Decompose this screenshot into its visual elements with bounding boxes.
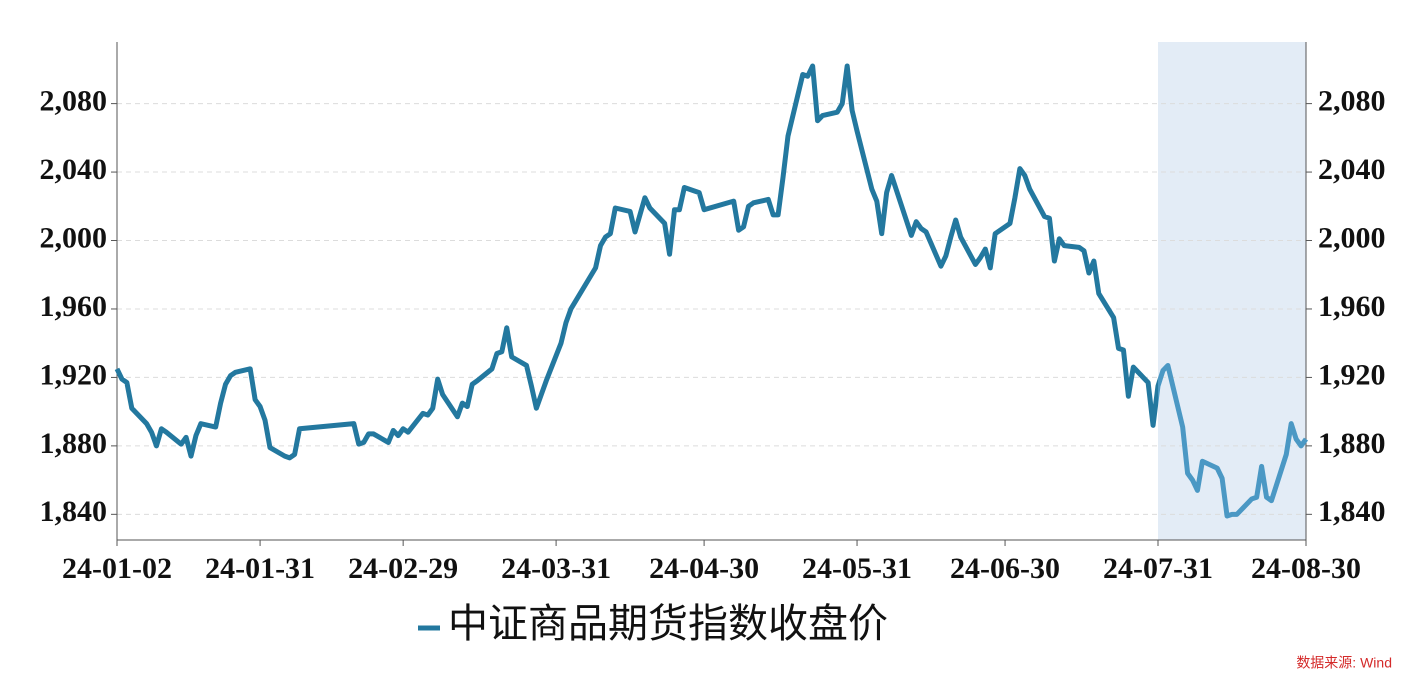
y-tick-label: 1,880 bbox=[40, 427, 108, 460]
legend-label: 中证商品期货指数收盘价 bbox=[448, 601, 888, 646]
x-tick-label: 24-06-30 bbox=[950, 552, 1060, 585]
y-tick-label: 1,960 bbox=[40, 290, 108, 323]
y-tick-label: 1,840 bbox=[40, 495, 108, 528]
y2-tick-label: 2,040 bbox=[1318, 153, 1386, 186]
y2-tick-label: 1,840 bbox=[1318, 495, 1386, 528]
x-tick-label: 24-08-30 bbox=[1251, 552, 1361, 585]
y-tick-label: 2,040 bbox=[40, 153, 108, 186]
highlight-band bbox=[1157, 42, 1306, 540]
x-tick-label: 24-02-29 bbox=[348, 552, 458, 585]
x-tick-label: 24-07-31 bbox=[1103, 552, 1213, 585]
y2-tick-label: 2,000 bbox=[1318, 221, 1386, 254]
x-tick-label: 24-03-31 bbox=[501, 552, 611, 585]
y2-tick-label: 1,960 bbox=[1318, 290, 1386, 323]
x-tick-label: 24-05-31 bbox=[802, 552, 912, 585]
y-tick-label: 2,000 bbox=[40, 221, 108, 254]
y2-tick-label: 2,080 bbox=[1318, 84, 1386, 117]
x-tick-label: 24-01-02 bbox=[62, 552, 172, 585]
source: 数据来源: Wind bbox=[1296, 655, 1392, 671]
line-series bbox=[114, 63, 1309, 519]
x-tick-label: 24-01-31 bbox=[205, 552, 315, 585]
x-tick-label: 24-04-30 bbox=[649, 552, 759, 585]
y-tick-label: 1,920 bbox=[40, 358, 108, 391]
y2-tick-label: 1,880 bbox=[1318, 427, 1386, 460]
y-tick-label: 2,080 bbox=[40, 84, 108, 117]
y2-tick-label: 1,920 bbox=[1318, 358, 1386, 391]
